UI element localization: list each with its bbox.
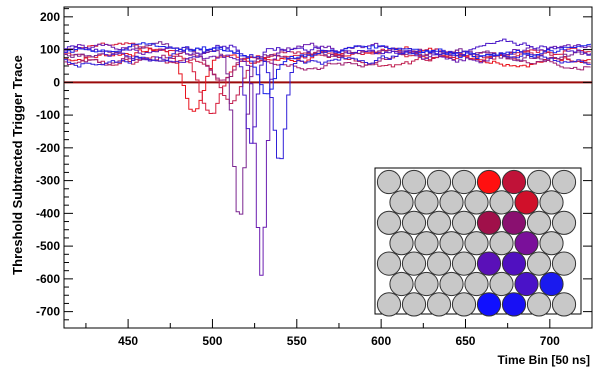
y-tick-label: -200 — [36, 141, 60, 155]
pixel-cell — [464, 271, 489, 297]
pixel-cell — [526, 169, 552, 195]
y-tick-label: -100 — [36, 108, 60, 122]
pixel-cell — [551, 210, 577, 235]
pixel-cell — [551, 292, 577, 317]
pixel-cell — [376, 169, 402, 195]
pixel-cell — [526, 210, 552, 235]
pixel-cell — [514, 271, 539, 297]
pixel-cell — [401, 251, 427, 276]
pixel-cell — [451, 210, 477, 235]
y-tick-label: 100 — [40, 43, 60, 57]
x-tick-label: 650 — [455, 334, 475, 348]
pixel-cell — [464, 190, 489, 215]
y-tick-label: -500 — [36, 239, 60, 253]
pixel-cell — [501, 210, 527, 235]
pixel-cell — [476, 292, 502, 317]
plot-border — [63, 6, 593, 329]
pixel-cell — [539, 271, 564, 297]
pixel-cell — [451, 292, 477, 317]
pixel-cell — [439, 231, 464, 256]
pixel-cell — [439, 271, 464, 297]
pixel-cell — [389, 231, 414, 256]
pixel-cell — [489, 190, 514, 215]
pixel-cell — [376, 251, 402, 276]
x-tick-label: 550 — [287, 334, 307, 348]
trace-series-9 — [64, 42, 591, 95]
pixel-cell — [426, 292, 452, 317]
pixel-map-inset — [374, 167, 582, 317]
pixel-cell — [414, 231, 439, 256]
axis-ticks: 450 500 550 600 650 700 200 100 0 -100 -200 -300 -40… — [36, 7, 592, 348]
trace-lines — [64, 38, 591, 276]
pixel-cell — [489, 271, 514, 297]
pixel-cell — [476, 169, 502, 195]
pixel-cell — [514, 231, 539, 256]
pixel-cell — [414, 190, 439, 215]
pixel-cell — [464, 231, 489, 256]
pixel-cell — [401, 169, 427, 195]
pixel-cell — [489, 231, 514, 256]
pixel-cell — [514, 190, 539, 215]
pixel-cell — [439, 190, 464, 215]
x-axis-label: Time Bin [50 ns] — [498, 353, 590, 367]
x-tick-label: 500 — [202, 334, 222, 348]
pixel-cell — [551, 251, 577, 276]
pixel-cell — [501, 251, 527, 276]
y-tick-label: -700 — [36, 305, 60, 319]
trace-series-6 — [64, 42, 591, 276]
pixel-cell — [389, 271, 414, 297]
x-tick-label: 600 — [371, 334, 391, 348]
pixel-cell — [526, 292, 552, 317]
pixel-cell — [526, 251, 552, 276]
pixel-cell — [451, 251, 477, 276]
pixel-cell — [426, 251, 452, 276]
x-tick-label: 450 — [118, 334, 138, 348]
y-tick-label: 200 — [40, 10, 60, 24]
pixel-cell — [539, 231, 564, 256]
y-tick-label: -600 — [36, 272, 60, 286]
trace-series-8 — [64, 46, 591, 160]
y-tick-label: -400 — [36, 206, 60, 220]
pixel-cell — [539, 190, 564, 215]
pixel-cell — [376, 292, 402, 317]
pixel-cell — [476, 210, 502, 235]
y-tick-label: 0 — [53, 75, 60, 89]
pixel-cell — [414, 271, 439, 297]
pixel-cell — [389, 190, 414, 215]
pixel-cell — [551, 169, 577, 195]
x-tick-label: 700 — [540, 334, 560, 348]
trace-series-4 — [64, 48, 591, 81]
pixel-cell — [501, 292, 527, 317]
plot-frame — [63, 6, 593, 329]
pixel-cell — [451, 169, 477, 195]
pixel-cell — [501, 169, 527, 195]
pixel-cell — [476, 251, 502, 276]
pixel-cell — [376, 210, 402, 235]
y-axis-label: Threshold Subtracted Trigger Trace — [10, 55, 25, 275]
y-tick-label: -300 — [36, 174, 60, 188]
pixel-cell — [401, 292, 427, 317]
pixel-cell — [426, 169, 452, 195]
pixel-cell — [401, 210, 427, 235]
pixel-cell — [426, 210, 452, 235]
